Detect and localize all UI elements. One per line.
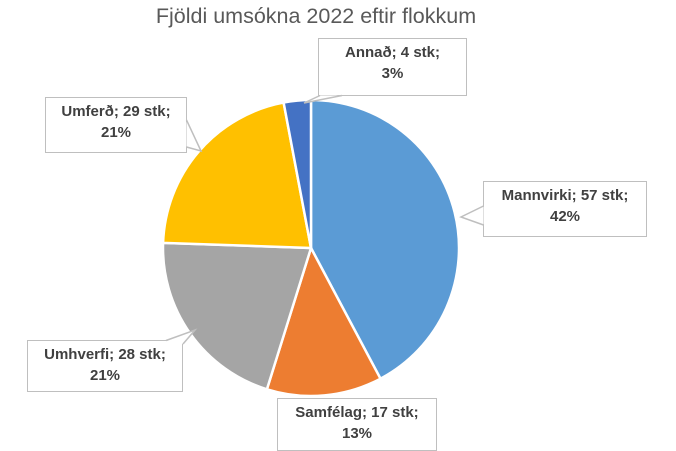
chart-title: Fjöldi umsókna 2022 eftir flokkum — [155, 4, 477, 28]
data-label-annad[interactable]: Annað; 4 stk; 3% — [318, 38, 467, 96]
pie-slice-samfelag[interactable] — [265, 246, 382, 398]
pie-slice-mannvirki[interactable] — [309, 98, 461, 380]
data-label-percent: 21% — [89, 367, 121, 384]
data-label-percent: 42% — [549, 208, 581, 225]
data-label-text: Mannvirki; 57 stk; — [501, 187, 629, 204]
data-label-percent: 3% — [381, 65, 404, 82]
data-label-text: Annað; 4 stk; — [344, 44, 440, 61]
data-label-text: Umferð; 29 stk; — [61, 103, 171, 120]
data-label-text: Samfélag; 17 stk; — [295, 404, 419, 421]
data-label-text: Umhverfi; 28 stk; — [44, 346, 166, 363]
data-label-percent: 21% — [100, 124, 132, 141]
data-label-umferd[interactable]: Umferð; 29 stk; 21% — [45, 97, 187, 153]
data-label-percent: 13% — [341, 425, 373, 442]
data-label-samfelag[interactable]: Samfélag; 17 stk; 13% — [277, 398, 437, 451]
data-label-umhverfi[interactable]: Umhverfi; 28 stk; 21% — [27, 340, 183, 392]
data-label-mannvirki[interactable]: Mannvirki; 57 stk; 42% — [483, 181, 647, 237]
